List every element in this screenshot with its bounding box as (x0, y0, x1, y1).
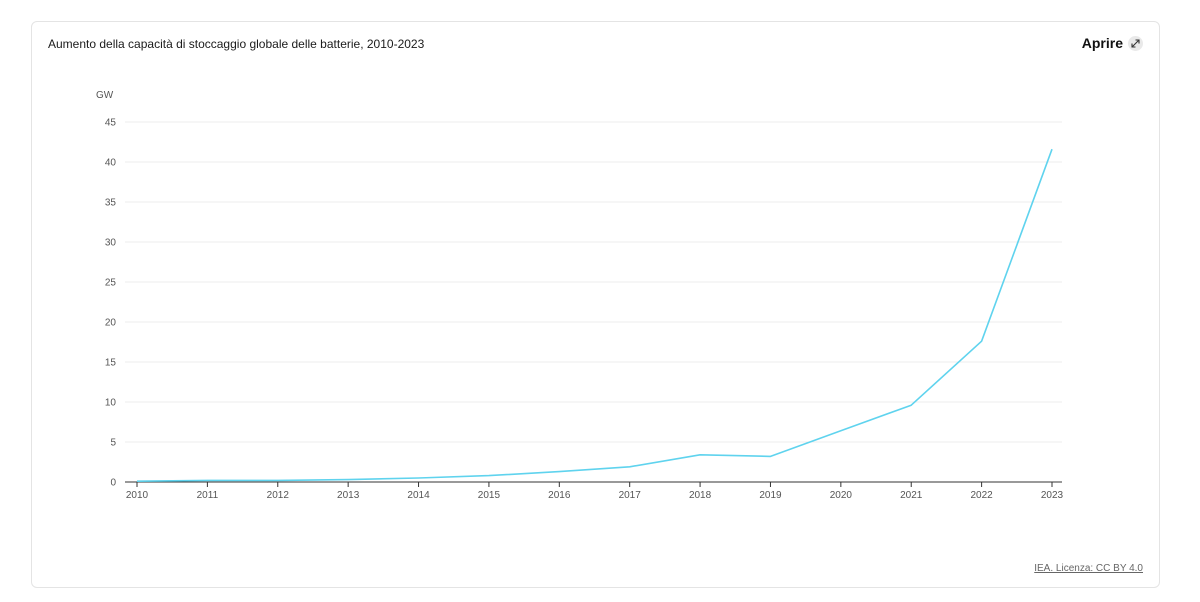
data-point (135, 479, 140, 484)
data-point (486, 473, 491, 478)
data-point (979, 339, 984, 344)
data-point (768, 454, 773, 459)
data-point (205, 478, 210, 483)
data-point (275, 478, 280, 483)
y-tick-label: 45 (105, 118, 117, 129)
x-tick-label: 2018 (689, 490, 712, 501)
y-tick-label: 30 (105, 238, 117, 249)
y-tick-label: 25 (105, 278, 117, 289)
x-tick-label: 2016 (548, 490, 571, 501)
x-tick-label: 2021 (900, 490, 923, 501)
y-tick-label: 20 (105, 318, 117, 329)
y-tick-label: 40 (105, 158, 117, 169)
data-point (346, 477, 351, 482)
data-point (1050, 147, 1055, 152)
x-tick-label: 2017 (619, 490, 642, 501)
chart-card: Aumento della capacità di stoccaggio glo… (31, 21, 1160, 588)
y-tick-label: 10 (105, 398, 117, 409)
y-tick-label: 5 (110, 438, 116, 449)
x-tick-label: 2015 (478, 490, 501, 501)
x-tick-label: 2014 (407, 490, 430, 501)
open-button[interactable]: Aprire (1082, 35, 1143, 51)
y-axis-unit-label: GW (96, 90, 114, 101)
x-tick-label: 2019 (759, 490, 782, 501)
x-tick-label: 2020 (830, 490, 853, 501)
x-tick-label: 2013 (337, 490, 360, 501)
series-line (136, 148, 1053, 482)
x-tick-label: 2011 (197, 490, 219, 501)
data-point (416, 476, 421, 481)
data-point (838, 428, 843, 433)
open-button-label: Aprire (1081, 35, 1123, 51)
x-tick-label: 2022 (970, 490, 993, 501)
x-tick-label: 2012 (267, 490, 290, 501)
x-tick-label: 2023 (1041, 490, 1064, 501)
data-point (909, 403, 914, 408)
x-tick-label: 2010 (126, 490, 149, 501)
data-point (557, 469, 562, 474)
data-point (698, 452, 703, 457)
chart-title: Aumento della capacità di stoccaggio glo… (48, 37, 425, 51)
y-tick-label: 15 (105, 358, 117, 369)
data-point (627, 464, 632, 469)
y-tick-label: 35 (105, 198, 117, 209)
expand-arrows-icon (1128, 35, 1143, 51)
source-link[interactable]: IEA. Licenza: CC BY 4.0 (1034, 563, 1143, 574)
y-tick-label: 0 (110, 478, 116, 489)
